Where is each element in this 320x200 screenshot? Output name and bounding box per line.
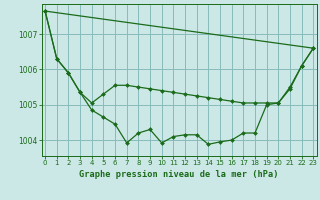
X-axis label: Graphe pression niveau de la mer (hPa): Graphe pression niveau de la mer (hPa) [79, 170, 279, 179]
